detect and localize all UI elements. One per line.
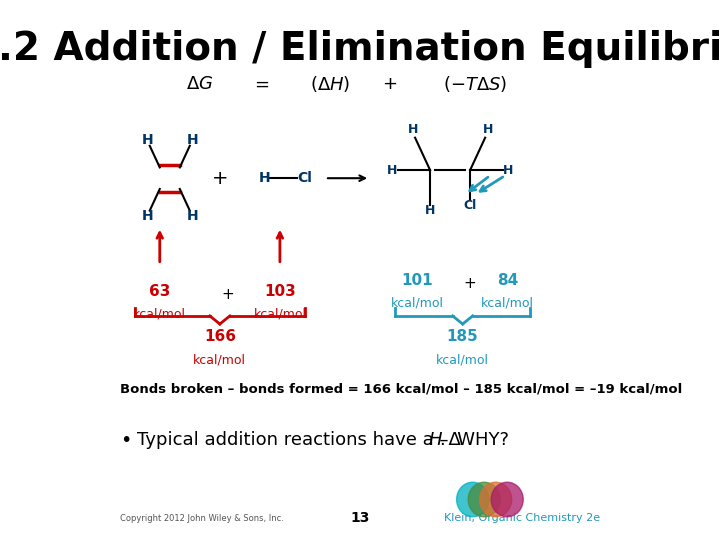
Text: .  WHY?: . WHY? xyxy=(440,431,509,449)
Text: kcal/mol: kcal/mol xyxy=(194,354,246,367)
Circle shape xyxy=(468,482,500,517)
Text: H: H xyxy=(408,123,418,136)
Text: Klein, Organic Chemistry 2e: Klein, Organic Chemistry 2e xyxy=(444,514,600,523)
Text: kcal/mol: kcal/mol xyxy=(436,354,489,367)
Text: kcal/mol: kcal/mol xyxy=(133,308,186,321)
Text: 103: 103 xyxy=(264,284,296,299)
Text: 84: 84 xyxy=(497,273,518,288)
Text: $=$: $=$ xyxy=(251,75,269,93)
Text: Typical addition reactions have a –Δ: Typical addition reactions have a –Δ xyxy=(138,431,461,449)
Text: $+$: $+$ xyxy=(382,75,397,93)
Text: +: + xyxy=(464,276,477,291)
Text: kcal/mol: kcal/mol xyxy=(481,297,534,310)
Text: 63: 63 xyxy=(149,284,171,299)
Circle shape xyxy=(480,482,512,517)
Text: •: • xyxy=(120,430,131,450)
Text: H: H xyxy=(186,133,198,147)
Text: $\Delta G$: $\Delta G$ xyxy=(186,75,214,93)
Text: H: H xyxy=(482,123,493,136)
Text: ⌣: ⌣ xyxy=(195,316,245,397)
Text: 185: 185 xyxy=(446,329,479,345)
Text: kcal/mol: kcal/mol xyxy=(253,308,307,321)
Text: 166: 166 xyxy=(204,329,236,345)
Text: 9.2 Addition / Elimination Equilibria: 9.2 Addition / Elimination Equilibria xyxy=(0,30,720,68)
Text: 13: 13 xyxy=(351,511,369,525)
Text: $(-T\Delta S)$: $(-T\Delta S)$ xyxy=(443,73,508,94)
Text: $(\Delta H)$: $(\Delta H)$ xyxy=(310,73,350,94)
Circle shape xyxy=(491,482,523,517)
Text: H: H xyxy=(503,164,513,177)
Text: Copyright 2012 John Wiley & Sons, Inc.: Copyright 2012 John Wiley & Sons, Inc. xyxy=(120,514,284,523)
Text: 101: 101 xyxy=(402,273,433,288)
Text: H: H xyxy=(387,164,397,177)
Text: Bonds broken – bonds formed = 166 kcal/mol – 185 kcal/mol = –19 kcal/mol: Bonds broken – bonds formed = 166 kcal/m… xyxy=(120,382,682,395)
Text: H: H xyxy=(141,209,153,223)
Text: H: H xyxy=(186,209,198,223)
Circle shape xyxy=(456,482,489,517)
Text: Cl: Cl xyxy=(297,171,312,185)
Text: H: H xyxy=(425,204,436,217)
Text: kcal/mol: kcal/mol xyxy=(391,297,444,310)
Text: +: + xyxy=(212,168,228,188)
Text: H: H xyxy=(258,171,270,185)
Text: H: H xyxy=(141,133,153,147)
Text: +: + xyxy=(221,287,234,302)
Text: Cl: Cl xyxy=(464,199,477,212)
Text: $H$: $H$ xyxy=(428,431,443,449)
